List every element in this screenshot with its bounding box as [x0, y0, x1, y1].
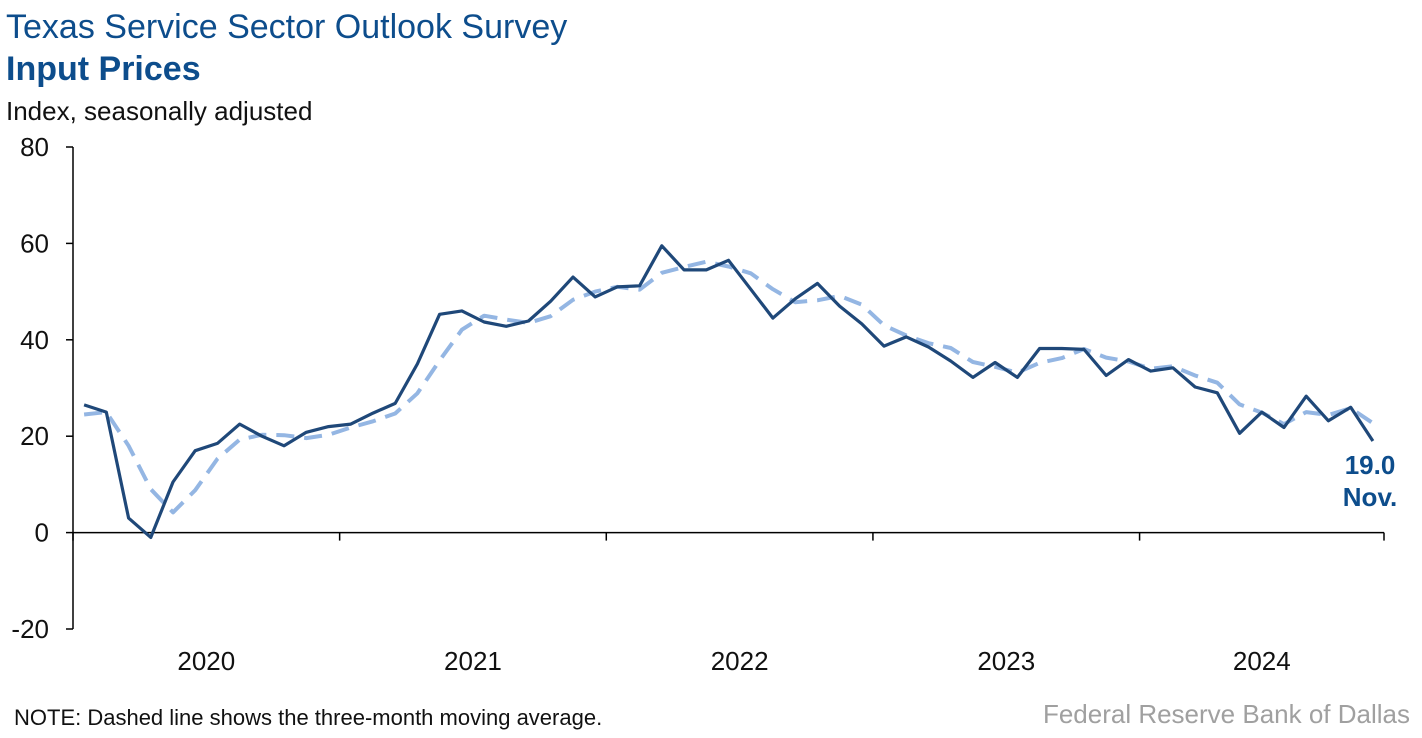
x-tick-label: 2022: [711, 646, 769, 676]
x-tick-label: 2024: [1233, 646, 1291, 676]
y-tick-label: 20: [20, 421, 49, 451]
y-tick-label: -20: [11, 614, 49, 644]
end-value-label: 19.0: [1345, 450, 1396, 480]
y-tick-label: 80: [20, 132, 49, 162]
series-layer: [83, 244, 1375, 540]
footnote: NOTE: Dashed line shows the three-month …: [14, 705, 603, 730]
y-axis-units-label: Index, seasonally adjusted: [6, 96, 313, 126]
x-tick-label: 2021: [444, 646, 502, 676]
chart-axes: -20 0 20 40 60 80 2020 2021 2022 2023 2024: [11, 132, 1385, 676]
chart-title: Texas Service Sector Outlook Survey: [6, 8, 568, 46]
chart-subtitle: Input Prices: [6, 50, 201, 88]
source-credit: Federal Reserve Bank of Dallas: [1042, 699, 1410, 729]
y-tick-label: 40: [20, 325, 49, 355]
end-month-label: Nov.: [1343, 482, 1397, 512]
y-tick-label: 0: [35, 518, 49, 548]
x-tick-label: 2023: [977, 646, 1035, 676]
moving-average-line: [83, 259, 1375, 515]
x-tick-label: 2020: [177, 646, 235, 676]
annotation-layer: 19.0 Nov.: [1343, 450, 1397, 512]
y-tick-label: 60: [20, 228, 49, 258]
index-line: [83, 244, 1375, 540]
